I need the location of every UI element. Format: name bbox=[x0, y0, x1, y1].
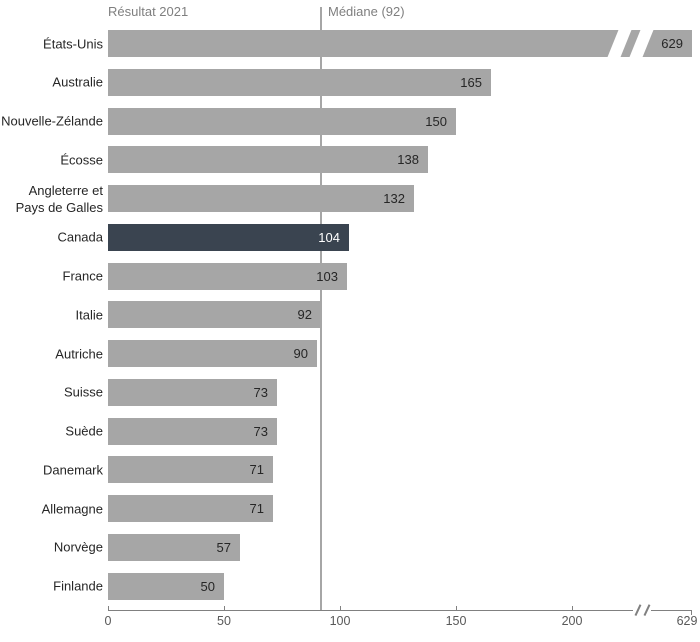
bar-etats-unis: 629 bbox=[108, 26, 692, 61]
x-axis-tick-label: 200 bbox=[561, 614, 583, 628]
bar-italie: 92 bbox=[108, 301, 321, 329]
x-axis-line bbox=[108, 610, 633, 611]
bar-break-slash bbox=[627, 26, 656, 61]
bar-canada: 104 bbox=[108, 223, 349, 251]
category-label-angleterre-et-pays-de-galles: Angleterre et Pays de Galles bbox=[15, 182, 103, 215]
axis-break-slash bbox=[634, 604, 641, 616]
category-label-etats-unis: États-Unis bbox=[43, 35, 103, 51]
bar-angleterre-et-pays-de-galles: 132 bbox=[108, 185, 414, 212]
category-label-suede: Suède bbox=[65, 423, 103, 439]
x-axis-end-label: 629 bbox=[676, 614, 698, 628]
bar-danemark: 71 bbox=[108, 456, 273, 484]
bar-value-label: 73 bbox=[253, 384, 268, 400]
category-label-france: France bbox=[62, 268, 103, 284]
bar-norvege: 57 bbox=[108, 533, 240, 561]
bar-suede: 73 bbox=[108, 417, 277, 445]
bar-value-label: 71 bbox=[249, 462, 264, 478]
bar-allemagne: 71 bbox=[108, 495, 273, 522]
x-axis-tick bbox=[108, 606, 109, 611]
category-label-finlande: Finlande bbox=[53, 578, 103, 594]
category-label-norvege: Norvège bbox=[53, 539, 103, 555]
bar-value-label: 104 bbox=[318, 229, 340, 245]
category-label-canada: Canada bbox=[57, 229, 103, 245]
bar-australie: 165 bbox=[108, 68, 491, 96]
median-line bbox=[320, 7, 322, 610]
bar-value-label: 165 bbox=[460, 74, 482, 90]
x-axis-tick bbox=[456, 606, 457, 611]
bar-value-label: 132 bbox=[383, 191, 405, 206]
axis-break-slash bbox=[643, 604, 650, 616]
x-axis-tick bbox=[572, 606, 573, 611]
x-axis-line bbox=[651, 610, 692, 611]
bar-value-label: 73 bbox=[253, 423, 268, 439]
median-header-label: Médiane (92) bbox=[328, 4, 405, 19]
bar-value-label: 138 bbox=[397, 152, 419, 168]
bar-value-label: 629 bbox=[661, 36, 683, 51]
x-axis-tick-label: 150 bbox=[445, 614, 467, 628]
bar-value-label: 90 bbox=[293, 346, 308, 361]
x-axis-end-tick bbox=[691, 610, 692, 615]
category-label-danemark: Danemark bbox=[43, 462, 103, 478]
category-label-allemagne: Allemagne bbox=[41, 500, 103, 516]
bar-finlande: 50 bbox=[108, 572, 224, 600]
bar-value-label: 103 bbox=[316, 268, 338, 284]
bar-france: 103 bbox=[108, 262, 347, 290]
x-axis-tick-label: 100 bbox=[329, 614, 351, 628]
bar-value-label: 71 bbox=[249, 501, 264, 516]
bar-suisse: 73 bbox=[108, 378, 277, 406]
x-axis-tick bbox=[340, 606, 341, 611]
category-label-australie: Australie bbox=[52, 74, 103, 90]
bar-value-label: 150 bbox=[425, 113, 447, 129]
category-label-nouvelle-zelande: Nouvelle-Zélande bbox=[1, 113, 103, 129]
category-label-suisse: Suisse bbox=[63, 384, 103, 400]
category-label-autriche: Autriche bbox=[55, 345, 103, 361]
bar-autriche: 90 bbox=[108, 340, 317, 367]
x-axis-tick-label: 50 bbox=[217, 614, 231, 628]
x-axis-tick-label: 0 bbox=[104, 614, 112, 628]
category-label-ecosse: Écosse bbox=[60, 152, 103, 168]
bar-value-label: 92 bbox=[297, 307, 312, 323]
series-header-label: Résultat 2021 bbox=[108, 4, 189, 19]
bar-nouvelle-zelande: 150 bbox=[108, 107, 456, 135]
bar-value-label: 50 bbox=[200, 578, 215, 594]
bar-value-label: 57 bbox=[216, 539, 231, 555]
category-label-italie: Italie bbox=[75, 307, 103, 323]
x-axis-tick bbox=[224, 606, 225, 611]
bar-ecosse: 138 bbox=[108, 146, 428, 174]
